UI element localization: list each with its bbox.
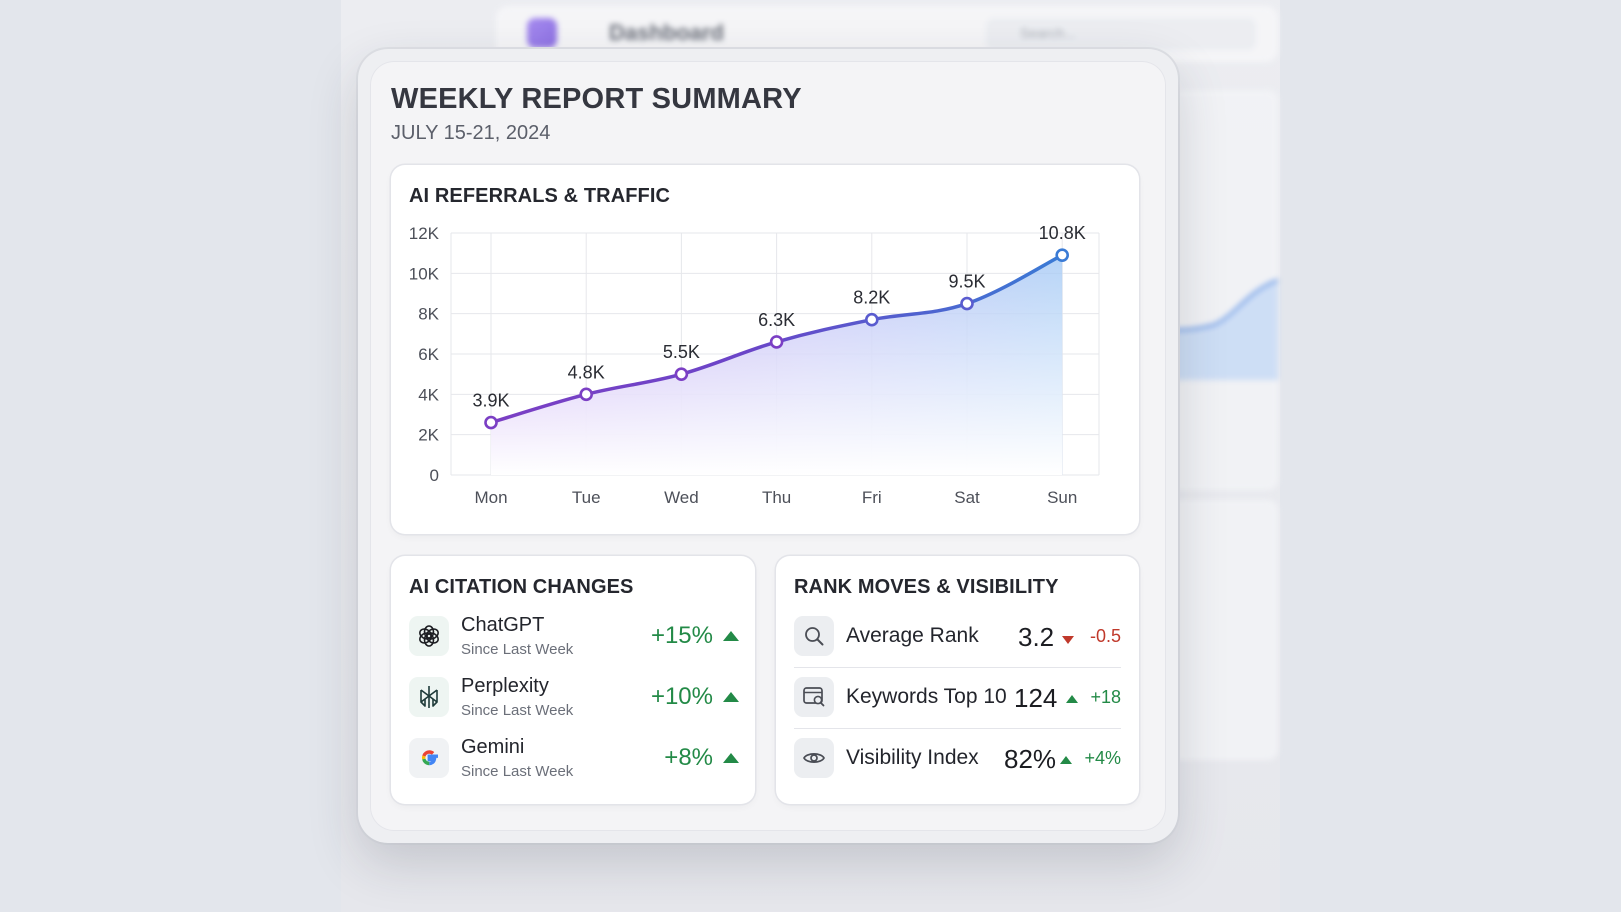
citation-sub: Since Last Week [461,763,574,780]
bg-app-title: Dashboard [609,20,724,45]
rank-delta: -0.5 [1089,626,1121,646]
rank-label: Keywords Top 10 [846,685,1007,708]
data-label: 8.2K [853,288,890,308]
rank-row-visibility-index: Visibility Index 82% +4% [794,734,1121,782]
bg-search-input: Search... [986,18,1256,50]
citation-value: +15% [650,622,713,649]
y-tick-label: 8K [418,305,439,324]
area-fade [491,255,1063,475]
x-tick-label: Tue [572,488,601,507]
google-icon [409,738,449,778]
y-tick-label: 6K [418,345,439,364]
up-arrow-icon [1060,756,1072,764]
weekly-report-card: WEEKLY REPORT SUMMARY JULY 15-21, 2024 A… [370,61,1166,831]
x-tick-label: Thu [762,488,791,507]
divider [794,667,1121,668]
x-tick-label: Mon [474,488,507,507]
data-point [864,312,879,327]
data-label: 6.3K [758,310,795,330]
citation-sub: Since Last Week [461,702,574,719]
traffic-panel-title: AI REFERRALS & TRAFFIC [409,185,671,207]
y-tick-label: 12K [409,224,440,243]
data-label: 3.9K [472,391,509,411]
citation-name: Gemini [461,736,525,758]
perplexity-icon [409,677,449,717]
citation-changes-panel: AI CITATION CHANGES ChatGPT Since Last W… [391,556,755,804]
right-backdrop [1280,0,1621,912]
citation-row-gemini: Gemini Since Last Week +8% [409,736,739,780]
rank-delta: +4% [1084,748,1121,768]
rank-label: Average Rank [846,624,979,647]
x-tick-label: Wed [664,488,699,507]
rank-value: 124 [1014,683,1058,713]
rank-value: 3.2 [1018,622,1055,652]
rank-row-keywords-top-10: Keywords Top 10 124 +18 [794,673,1121,721]
data-label: 4.8K [568,362,605,382]
citation-name: Perplexity [461,675,549,697]
data-label: 10.8K [1039,223,1086,243]
up-arrow-icon [723,753,739,763]
data-point [484,415,498,430]
x-tick-label: Fri [862,488,882,507]
rank-visibility-panel: RANK MOVES & VISIBILITY Average Rank 3.2… [776,556,1139,804]
traffic-chart: 0 2K 4K 6K 8K 10K 12K Mon Tue Wed Thu Fri Sat Sun 3.9K… [409,223,1100,507]
divider [794,728,1121,729]
rank-label: Visibility Index [846,746,979,769]
data-label: 9.5K [948,272,985,292]
citation-row-chatgpt: ChatGPT Since Last Week +15% [409,614,739,658]
data-point [674,367,689,381]
citation-value: +8% [664,744,713,771]
data-point [1055,248,1070,262]
data-point [960,296,974,311]
rank-value: 82% [1004,744,1057,774]
report-title: WEEKLY REPORT SUMMARY [391,83,802,115]
x-tick-label: Sun [1047,488,1077,507]
up-arrow-icon [723,631,739,641]
citation-row-perplexity: Perplexity Since Last Week +10% [409,675,739,719]
left-backdrop [0,0,341,912]
y-tick-label: 4K [418,385,439,404]
citation-panel-title: AI CITATION CHANGES [409,576,634,598]
x-tick-label: Sat [954,488,980,507]
citation-name: ChatGPT [461,614,545,636]
y-tick-label: 0 [430,466,439,485]
citation-value: +10% [650,683,713,710]
traffic-chart-panel: AI REFERRALS & TRAFFIC 0 2K 4K 6K 8K 10K 12K Mo… [391,165,1139,534]
data-point [579,387,593,402]
bg-app-logo [527,18,557,48]
citation-sub: Since Last Week [461,641,574,658]
rank-row-average-rank: Average Rank 3.2 -0.5 [794,612,1121,660]
y-tick-label: 10K [409,264,440,283]
rank-panel-title: RANK MOVES & VISIBILITY [794,576,1059,598]
eye-icon [794,738,834,778]
data-point [769,335,784,349]
rank-delta: +18 [1090,687,1121,707]
report-date-range: JULY 15-21, 2024 [391,122,551,144]
browser-search-icon [794,677,834,717]
y-tick-label: 2K [418,426,439,445]
openai-icon [409,616,449,656]
data-label: 5.5K [663,342,700,362]
search-icon [794,616,834,656]
up-arrow-icon [1066,695,1078,703]
down-arrow-icon [1062,636,1074,644]
up-arrow-icon [723,692,739,702]
